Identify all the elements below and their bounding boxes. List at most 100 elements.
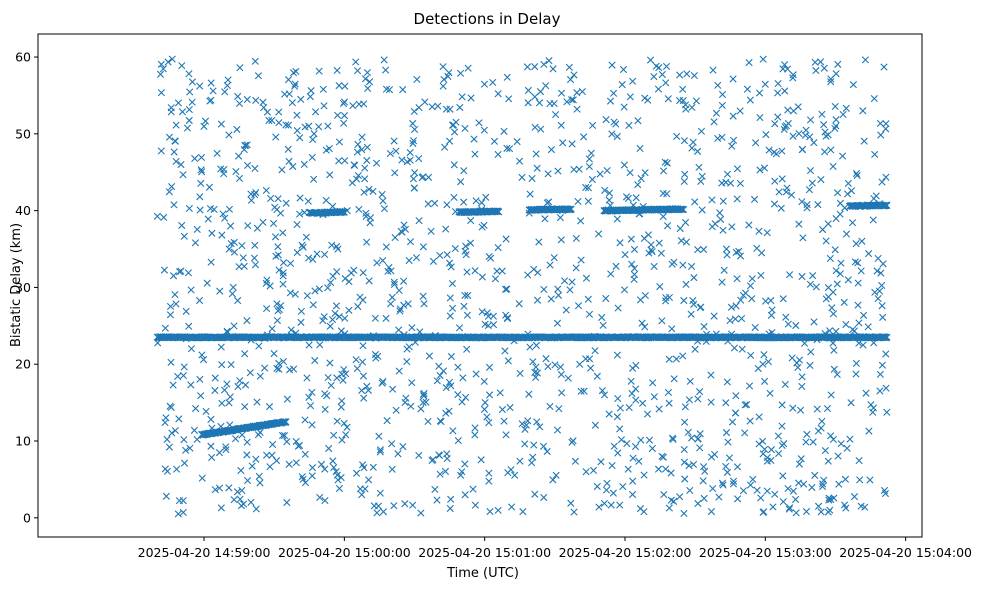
data-point (526, 190, 534, 198)
data-point (694, 499, 702, 508)
data-point (850, 493, 859, 501)
data-point (842, 230, 851, 238)
data-point (680, 458, 688, 466)
data-point (338, 397, 346, 405)
data-point (225, 205, 234, 213)
data-point (729, 477, 738, 485)
data-point (877, 131, 885, 139)
data-point (350, 161, 358, 169)
data-point (803, 204, 811, 212)
data-point (369, 187, 377, 195)
data-point (530, 265, 538, 273)
data-point (852, 370, 860, 378)
data-point (177, 161, 185, 169)
data-point (449, 427, 457, 435)
data-point (798, 382, 806, 391)
data-point (335, 138, 344, 146)
data-point (243, 141, 251, 149)
data-point (774, 79, 782, 88)
data-point (808, 179, 816, 187)
data-point (807, 348, 815, 356)
data-point (605, 196, 613, 204)
data-point (767, 446, 776, 454)
data-point (216, 287, 224, 295)
data-point (157, 60, 165, 68)
data-point (279, 280, 287, 288)
data-point (188, 78, 197, 86)
x-axis-label: Time (UTC) (446, 566, 519, 581)
data-point (662, 79, 670, 87)
data-point (768, 306, 776, 314)
data-point (424, 200, 432, 208)
data-point (391, 233, 399, 242)
data-point (578, 87, 586, 96)
data-point (755, 440, 763, 448)
data-point (327, 278, 335, 287)
data-point (408, 324, 416, 332)
data-point (263, 451, 271, 459)
data-point (687, 262, 696, 271)
data-point (355, 205, 363, 214)
data-point (540, 493, 548, 502)
data-point (364, 84, 372, 93)
data-point (528, 174, 536, 183)
data-point (832, 116, 840, 124)
data-point (680, 137, 689, 145)
data-point (542, 355, 550, 363)
data-point (283, 438, 291, 446)
data-point (305, 393, 313, 401)
data-point (286, 289, 295, 297)
data-point (521, 425, 529, 433)
data-point (690, 71, 698, 80)
data-point (602, 116, 610, 124)
data-point (591, 347, 599, 355)
data-point (355, 100, 363, 108)
data-point (308, 388, 316, 396)
data-point (613, 215, 621, 223)
data-point (572, 264, 580, 272)
data-point (824, 284, 833, 292)
data-point (723, 378, 731, 386)
data-point (362, 212, 370, 220)
data-point (291, 290, 299, 298)
data-point (198, 474, 206, 482)
data-point (191, 239, 200, 247)
data-point (472, 370, 480, 378)
data-point (865, 250, 873, 258)
y-tick-label: 60 (15, 50, 31, 65)
data-point (326, 359, 334, 367)
data-point (588, 175, 596, 184)
data-point (533, 369, 542, 377)
data-point (585, 310, 594, 318)
data-point (761, 445, 769, 453)
data-point (387, 300, 395, 308)
data-point (576, 360, 584, 368)
data-point (735, 247, 743, 255)
data-point (378, 190, 386, 199)
data-point (239, 254, 247, 262)
data-point (717, 215, 725, 223)
data-point (161, 465, 169, 473)
data-point (196, 206, 204, 214)
data-point (456, 103, 464, 112)
data-point (575, 165, 583, 173)
data-point (602, 294, 610, 303)
data-point (519, 508, 527, 516)
data-point (580, 133, 588, 141)
data-point (246, 369, 254, 377)
data-point (341, 157, 349, 165)
data-point (613, 351, 621, 359)
data-point (738, 345, 746, 353)
data-point (554, 285, 562, 293)
data-point (219, 210, 227, 218)
data-point (222, 446, 230, 454)
data-point (573, 89, 581, 97)
data-point (781, 87, 789, 95)
data-point (454, 391, 462, 399)
data-point (207, 442, 215, 450)
data-point (412, 254, 421, 262)
data-point (805, 186, 814, 194)
data-point (437, 417, 445, 426)
data-point (560, 277, 569, 285)
data-point (326, 322, 334, 330)
